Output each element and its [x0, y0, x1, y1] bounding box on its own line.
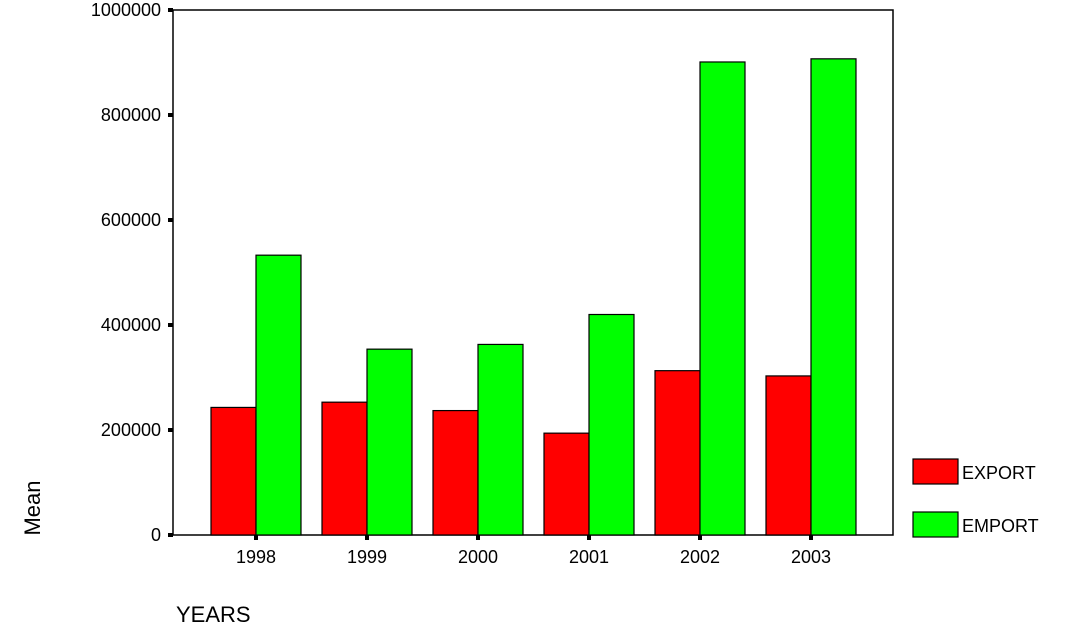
x-tick-label: 2000 — [458, 547, 498, 567]
bar-emport-2001 — [588, 313, 635, 536]
x-tick-label: 2002 — [680, 547, 720, 567]
y-axis: 0 200000 400000 600000 800000 1000000 — [91, 0, 173, 545]
bar-export-1999 — [321, 401, 368, 536]
bar-export-2002 — [654, 370, 701, 536]
legend-label-emport: EMPORT — [962, 516, 1039, 536]
legend-swatch-emport — [912, 511, 959, 538]
bar-emport-1998 — [255, 254, 302, 536]
y-tick-label: 800000 — [101, 105, 161, 125]
bar-emport-2000 — [477, 343, 524, 536]
y-axis-title: Mean — [20, 480, 45, 535]
bars-group — [210, 58, 857, 536]
y-tick-label: 400000 — [101, 315, 161, 335]
bar-export-2003 — [765, 375, 812, 536]
x-axis: 1998 1999 2000 2001 2002 2003 — [236, 535, 831, 567]
y-tick-label: 0 — [151, 525, 161, 545]
bar-emport-2002 — [699, 61, 746, 536]
legend-swatch-export — [912, 458, 959, 485]
x-axis-title: YEARS — [176, 602, 251, 627]
y-tick-label: 600000 — [101, 210, 161, 230]
bar-export-2001 — [543, 432, 590, 536]
bar-emport-2003 — [810, 58, 857, 536]
bar-export-2000 — [432, 409, 479, 536]
bar-emport-1999 — [366, 348, 413, 536]
bar-export-1998 — [210, 406, 257, 536]
x-tick-label: 2003 — [791, 547, 831, 567]
x-tick-label: 1999 — [347, 547, 387, 567]
x-tick-label: 1998 — [236, 547, 276, 567]
plot-frame — [172, 9, 894, 536]
legend-label-export: EXPORT — [962, 463, 1036, 483]
legend: EXPORT EMPORT — [912, 458, 1039, 538]
x-tick-label: 2001 — [569, 547, 609, 567]
y-tick-label: 200000 — [101, 420, 161, 440]
y-tick-label: 1000000 — [91, 0, 161, 20]
